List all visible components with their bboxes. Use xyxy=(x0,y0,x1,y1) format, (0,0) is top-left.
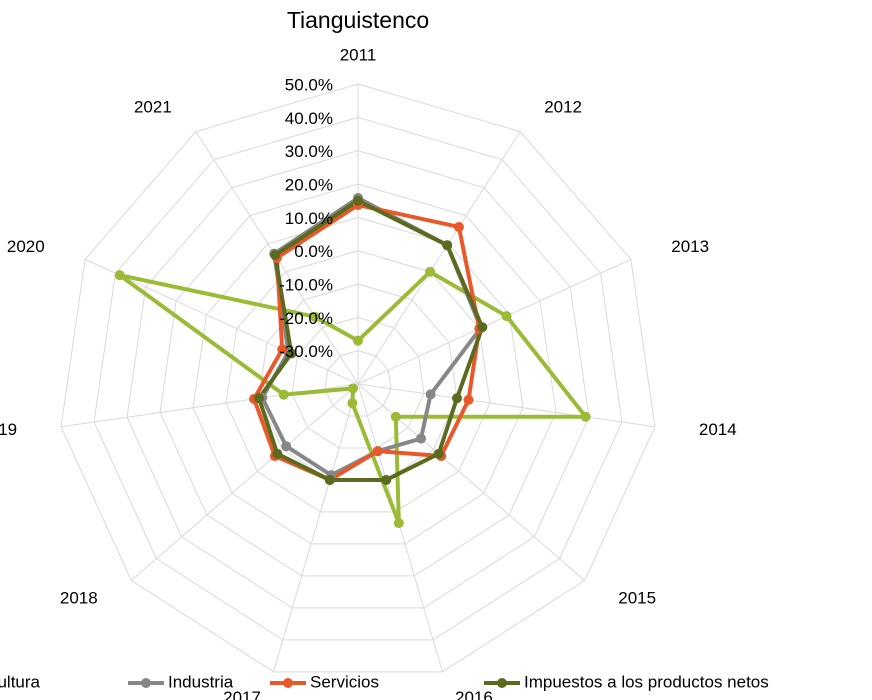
series-marker xyxy=(451,393,462,404)
series-line xyxy=(117,269,588,526)
grid-spoke xyxy=(357,131,521,385)
legend-marker xyxy=(141,678,151,688)
series-marker xyxy=(453,221,464,232)
r-tick-label: 10.0% xyxy=(285,209,333,228)
grid-spoke xyxy=(357,383,656,428)
category-label: 2018 xyxy=(60,588,98,607)
category-label: 2013 xyxy=(671,237,709,256)
series-marker xyxy=(278,389,289,400)
category-label: 2017 xyxy=(223,688,261,700)
series-marker xyxy=(324,474,335,485)
chart-title: Tianguistenco xyxy=(287,7,429,33)
grid-spoke xyxy=(357,383,443,672)
series-marker xyxy=(463,394,474,405)
category-label: 2015 xyxy=(618,588,656,607)
series-marker xyxy=(347,383,358,394)
series-marker xyxy=(353,335,363,346)
series-marker xyxy=(372,446,383,457)
grid-spoke xyxy=(130,383,359,581)
grid-ring xyxy=(192,216,524,545)
r-tick-label: -10.0% xyxy=(279,275,333,294)
series-marker xyxy=(286,348,297,359)
category-label: 2020 xyxy=(7,237,45,256)
r-tick-label: 20.0% xyxy=(285,175,333,194)
series-marker xyxy=(425,266,436,277)
r-tick-label: -30.0% xyxy=(279,342,333,361)
r-tick-label: 30.0% xyxy=(285,142,333,161)
grid-spoke xyxy=(357,258,632,385)
series-marker xyxy=(277,344,288,355)
grid xyxy=(60,83,656,673)
r-tick-label: -20.0% xyxy=(279,309,333,328)
series-marker xyxy=(442,240,453,251)
series-marker xyxy=(270,250,281,261)
series-marker xyxy=(347,398,358,409)
series-marker xyxy=(309,311,320,322)
category-label: 2021 xyxy=(134,98,172,117)
series-marker xyxy=(272,448,283,459)
grid-spoke xyxy=(84,258,359,385)
grid-ring xyxy=(126,150,590,609)
legend-label: Agricultura xyxy=(0,672,41,691)
category-label: 2016 xyxy=(455,688,493,700)
series-marker xyxy=(415,433,426,444)
series-layer xyxy=(114,193,591,529)
series-marker xyxy=(393,518,404,529)
category-label: 2019 xyxy=(0,420,17,439)
grid-ring xyxy=(225,250,491,513)
series-marker xyxy=(580,411,591,422)
series-marker xyxy=(501,311,512,322)
series-marker xyxy=(390,411,401,422)
series-marker xyxy=(425,389,436,400)
series-line xyxy=(257,198,485,482)
labels-layer: -30.0% -20.0% -10.0% 0.0% 10.0% 20.0% 30.0% 40.… xyxy=(0,45,737,700)
grid-ring xyxy=(60,83,656,673)
series-marker xyxy=(254,393,265,404)
series-marker xyxy=(353,195,363,206)
grid-ring xyxy=(159,183,557,577)
series-marker xyxy=(114,270,125,281)
category-label: 2011 xyxy=(340,45,377,64)
r-tick-label: 0.0% xyxy=(294,242,333,261)
legend-label: Impuestos a los productos netos xyxy=(524,672,769,691)
r-tick-label: 40.0% xyxy=(285,109,333,128)
series-marker xyxy=(381,474,392,485)
series-marker xyxy=(477,322,488,333)
r-tick-label: 50.0% xyxy=(285,75,333,94)
grid-ring xyxy=(93,116,623,641)
legend: Agricultura Industria Servicios Impuestos a… xyxy=(0,672,769,691)
legend-marker xyxy=(497,678,507,688)
grid-spoke xyxy=(273,383,359,672)
grid-ring xyxy=(291,316,425,449)
legend-label: Servicios xyxy=(310,672,379,691)
series-marker xyxy=(433,448,444,459)
category-label: 2014 xyxy=(699,420,737,439)
category-label: 2012 xyxy=(544,98,582,117)
legend-label: Industria xyxy=(168,672,234,691)
series-marker xyxy=(281,441,292,452)
legend-marker xyxy=(283,678,293,688)
grid-spoke xyxy=(357,383,586,581)
